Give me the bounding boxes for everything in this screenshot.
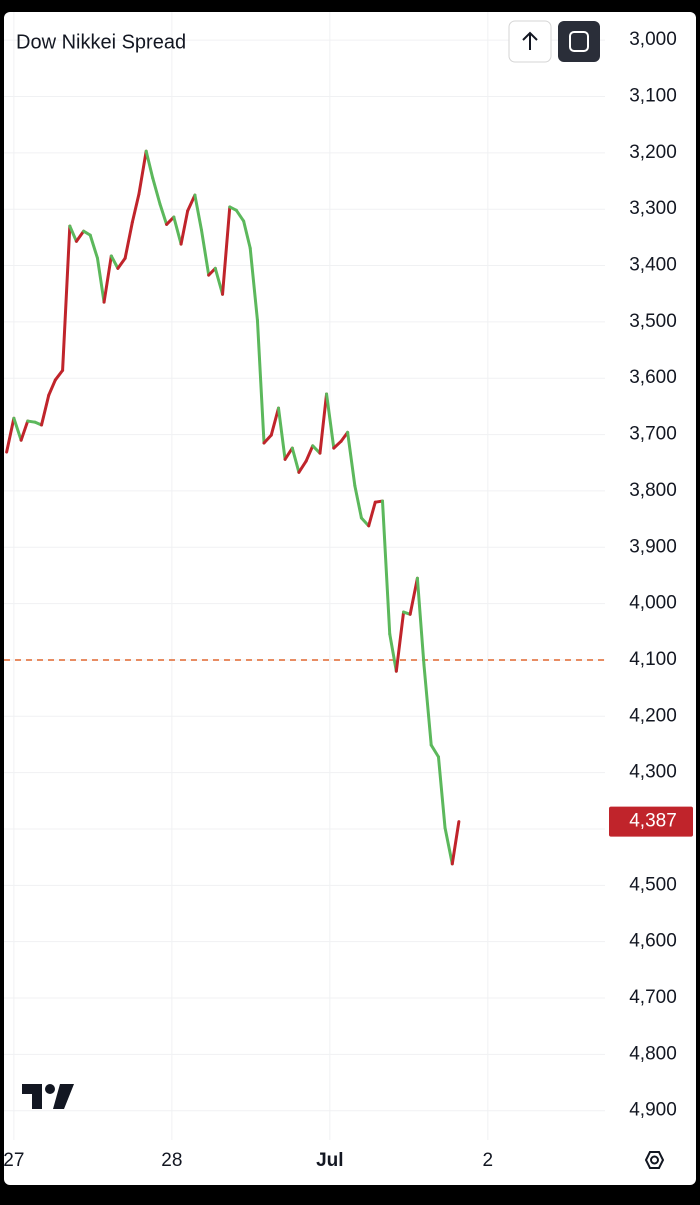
line-segment — [19, 419, 30, 442]
line-segment — [332, 439, 343, 450]
line-segment — [186, 193, 197, 213]
line-segment — [116, 256, 127, 270]
y-tick-label: 3,200 — [629, 142, 677, 163]
line-segment — [297, 459, 308, 474]
y-tick-label: 3,300 — [629, 198, 677, 219]
line-segment — [283, 446, 294, 461]
line-segment — [102, 254, 113, 304]
line-segment — [213, 266, 225, 296]
line-segment — [443, 826, 454, 866]
line-segment — [53, 368, 65, 382]
line-segment — [95, 256, 106, 304]
y-tick-label: 4,800 — [629, 1043, 677, 1064]
last-value-label: 4,387 — [629, 811, 677, 832]
line-segment — [262, 433, 273, 445]
line-segment — [422, 663, 433, 747]
line-segment — [415, 576, 426, 667]
line-segment — [408, 576, 419, 616]
line-segment — [109, 254, 120, 270]
axes: 3,000 3,100 3,200 3,300 3,400 3,500 3,600 3,700… — [3, 29, 693, 1171]
chart-panel — [4, 12, 696, 1185]
line-segment — [151, 176, 162, 206]
line-segment — [193, 193, 203, 232]
line-segment — [179, 209, 190, 246]
y-tick-label: 4,300 — [629, 762, 677, 783]
line-segment — [269, 406, 280, 437]
y-tick-label: 3,600 — [629, 367, 677, 388]
line-segment — [359, 516, 371, 528]
plot — [4, 149, 605, 866]
x-tick-label: 27 — [3, 1150, 24, 1171]
y-tick-label: 4,600 — [629, 931, 677, 952]
line-segment — [221, 205, 232, 296]
line-segment — [346, 430, 357, 488]
y-tick-label: 3,100 — [629, 86, 677, 107]
line-segment — [137, 149, 148, 196]
y-tick-label: 3,800 — [629, 480, 677, 501]
line-segment — [130, 192, 141, 224]
line-segment — [40, 393, 51, 427]
line-segment — [276, 406, 287, 461]
y-tick-label: 4,500 — [629, 874, 677, 895]
line-segment — [158, 202, 169, 226]
line-segment — [68, 224, 78, 243]
line-segment — [394, 610, 406, 673]
line-segment — [47, 378, 57, 397]
y-tick-label: 4,200 — [629, 705, 677, 726]
y-tick-label: 4,900 — [629, 1100, 677, 1121]
line-segment — [12, 416, 23, 442]
line-segment — [74, 229, 86, 243]
line-segment — [290, 446, 301, 474]
line-segment — [255, 318, 266, 445]
line-segment — [325, 392, 336, 450]
line-segment — [450, 820, 461, 866]
line-segment — [88, 233, 99, 260]
x-tick-label: 2 — [483, 1150, 494, 1171]
line-segment — [123, 220, 134, 260]
line-segment — [381, 499, 392, 636]
share-button[interactable] — [508, 20, 552, 63]
line-segment — [61, 224, 72, 372]
last-value-badge — [609, 806, 693, 837]
line-segment — [388, 632, 398, 673]
y-tick-label: 4,100 — [629, 649, 677, 670]
settings-button[interactable] — [644, 1151, 665, 1169]
line-segment — [5, 416, 16, 454]
line-segment — [429, 743, 440, 759]
line-segment — [234, 208, 246, 223]
fullscreen-button[interactable] — [558, 21, 600, 62]
x-tick-label: 28 — [161, 1150, 182, 1171]
y-tick-label: 3,900 — [629, 536, 677, 557]
line-segment — [304, 444, 315, 463]
y-tick-label: 4,000 — [629, 593, 677, 614]
y-tick-label: 3,000 — [629, 29, 677, 50]
line-segment — [144, 149, 155, 180]
line-segment — [353, 484, 363, 520]
y-tick-label: 4,700 — [629, 987, 677, 1008]
line-segment — [248, 246, 259, 322]
y-tick-label: 3,400 — [629, 255, 677, 276]
y-tick-label: 3,700 — [629, 424, 677, 445]
chart-title: Dow Nikkei Spread — [16, 31, 186, 53]
line-segment — [172, 215, 183, 246]
tradingview-logo — [22, 1084, 74, 1109]
y-tick-label: 3,500 — [629, 311, 677, 332]
x-tick-label: Jul — [316, 1150, 343, 1171]
line-segment — [318, 392, 329, 455]
line-segment — [367, 500, 377, 528]
line-segment — [436, 755, 447, 830]
line-segment — [242, 219, 252, 250]
line-segment — [199, 228, 211, 277]
